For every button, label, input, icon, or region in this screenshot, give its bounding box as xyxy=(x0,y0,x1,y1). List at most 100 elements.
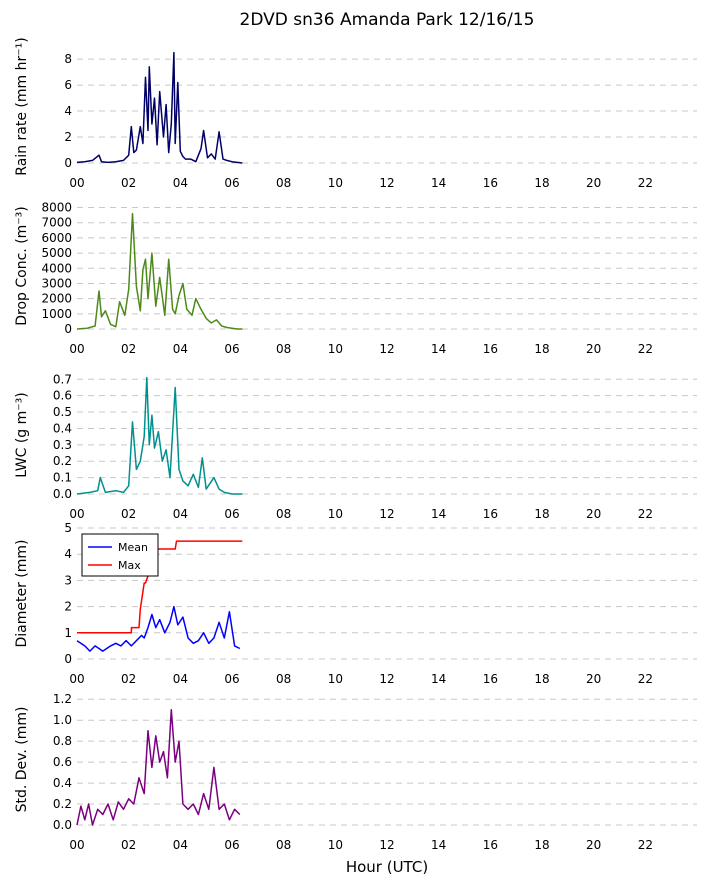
y-tick-label: 0.4 xyxy=(53,421,72,435)
x-tick-label: 16 xyxy=(483,672,498,686)
x-tick-label: 08 xyxy=(276,176,291,190)
y-tick-label: 0.6 xyxy=(53,389,72,403)
x-tick-label: 02 xyxy=(121,176,136,190)
x-tick-label: 18 xyxy=(534,672,549,686)
y-tick-label: 0 xyxy=(64,652,72,666)
x-tick-label: 14 xyxy=(431,176,446,190)
x-tick-label: 20 xyxy=(586,838,601,852)
y-tick-label: 0.0 xyxy=(53,487,72,501)
y-tick-label: 5 xyxy=(64,521,72,535)
y-tick-label: 0 xyxy=(64,156,72,170)
y-tick-label: 5000 xyxy=(41,246,72,260)
x-tick-label: 04 xyxy=(173,176,188,190)
x-tick-label: 10 xyxy=(328,507,343,521)
y-tick-label: 1000 xyxy=(41,307,72,321)
x-tick-label: 06 xyxy=(224,176,239,190)
y-tick-label: 0.3 xyxy=(53,438,72,452)
x-tick-label: 04 xyxy=(173,507,188,521)
x-tick-label: 12 xyxy=(379,176,394,190)
y-tick-label: 0.5 xyxy=(53,405,72,419)
series-line xyxy=(76,708,241,826)
x-tick-label: 02 xyxy=(121,507,136,521)
y-tick-label: 8000 xyxy=(41,201,72,215)
legend: Mean Max xyxy=(81,533,159,577)
y-tick-label: 0.0 xyxy=(53,818,72,832)
x-tick-label: 18 xyxy=(534,507,549,521)
x-tick-label: 08 xyxy=(276,672,291,686)
y-axis-label: Drop Conc. (m⁻³) xyxy=(14,206,30,326)
y-tick-label: 1.2 xyxy=(53,692,72,706)
y-tick-label: 1 xyxy=(64,626,72,640)
y-tick-label: 0.1 xyxy=(53,471,72,485)
y-tick-label: 4000 xyxy=(41,261,72,275)
x-tick-label: 12 xyxy=(379,342,394,356)
x-tick-label: 22 xyxy=(638,838,653,852)
x-tick-label: 10 xyxy=(328,176,343,190)
series-line-max xyxy=(77,540,243,634)
y-tick-label: 8 xyxy=(64,52,72,66)
x-tick-label: 10 xyxy=(328,838,343,852)
y-tick-label: 0.6 xyxy=(53,755,72,769)
x-tick-label: 22 xyxy=(638,176,653,190)
y-tick-label: 2 xyxy=(64,130,72,144)
x-tick-label: 06 xyxy=(224,342,239,356)
y-tick-label: 2000 xyxy=(41,292,72,306)
x-tick-label: 00 xyxy=(69,672,84,686)
x-tick-label: 10 xyxy=(328,342,343,356)
x-tick-label: 16 xyxy=(483,176,498,190)
x-tick-label: 06 xyxy=(224,507,239,521)
y-axis-label: Std. Dev. (mm) xyxy=(14,707,30,813)
y-tick-label: 3000 xyxy=(41,276,72,290)
x-tick-label: 12 xyxy=(379,838,394,852)
legend-entry: Max xyxy=(118,559,141,572)
x-tick-label: 08 xyxy=(276,507,291,521)
y-tick-label: 4 xyxy=(64,547,72,561)
legend-entry: Mean xyxy=(118,541,148,554)
x-tick-label: 02 xyxy=(121,342,136,356)
x-tick-label: 06 xyxy=(224,838,239,852)
subplot-3: 0.0 0.1 0.2 0.3 0.4 0.5 0.6 0.7 00 02 04 06 08 10 12 14… xyxy=(14,372,697,521)
y-axis-label: Rain rate (mm hr⁻¹) xyxy=(14,37,30,175)
x-tick-label: 20 xyxy=(586,672,601,686)
x-tick-label: 12 xyxy=(379,672,394,686)
x-tick-label: 22 xyxy=(638,672,653,686)
x-tick-label: 08 xyxy=(276,342,291,356)
x-tick-label: 08 xyxy=(276,838,291,852)
x-tick-label: 16 xyxy=(483,507,498,521)
x-tick-label: 22 xyxy=(638,342,653,356)
series-line xyxy=(76,212,243,330)
x-tick-label: 20 xyxy=(586,176,601,190)
x-tick-label: 00 xyxy=(69,507,84,521)
y-tick-label: 0.7 xyxy=(53,372,72,386)
y-tick-label: 4 xyxy=(64,104,72,118)
x-tick-label: 00 xyxy=(69,838,84,852)
x-tick-label: 14 xyxy=(431,507,446,521)
y-tick-label: 0 xyxy=(64,322,72,336)
series-line xyxy=(76,376,243,495)
y-axis-label: LWC (g m⁻³) xyxy=(14,392,30,477)
y-tick-label: 2 xyxy=(64,600,72,614)
x-tick-label: 02 xyxy=(121,838,136,852)
x-tick-label: 02 xyxy=(121,672,136,686)
x-tick-label: 04 xyxy=(173,838,188,852)
series-line xyxy=(76,51,243,164)
x-axis-label: Hour (UTC) xyxy=(346,858,428,876)
subplot-5: 0.0 0.2 0.4 0.6 0.8 1.0 1.2 00 02 04 06 08 10 12 14 16 1… xyxy=(14,692,697,852)
x-tick-label: 04 xyxy=(173,672,188,686)
y-tick-label: 0.4 xyxy=(53,776,72,790)
x-tick-label: 14 xyxy=(431,672,446,686)
series-line-mean xyxy=(76,605,241,652)
x-tick-label: 18 xyxy=(534,176,549,190)
chart-title: 2DVD sn36 Amanda Park 12/16/15 xyxy=(240,10,535,30)
x-tick-label: 10 xyxy=(328,672,343,686)
x-tick-label: 18 xyxy=(534,342,549,356)
y-tick-label: 6 xyxy=(64,78,72,92)
x-tick-label: 04 xyxy=(173,342,188,356)
x-tick-label: 18 xyxy=(534,838,549,852)
y-axis-label: Diameter (mm) xyxy=(14,539,30,647)
x-tick-label: 14 xyxy=(431,838,446,852)
